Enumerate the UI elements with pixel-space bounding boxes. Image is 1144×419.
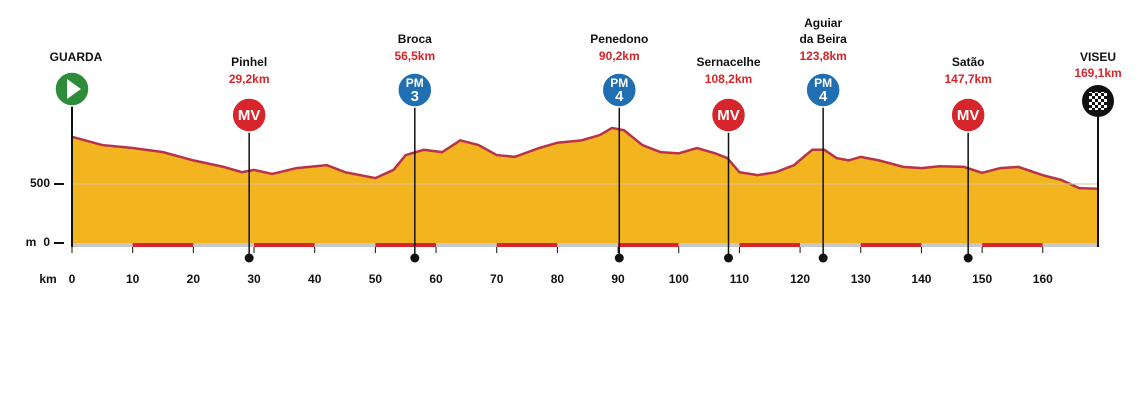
baseline-stripe (193, 243, 255, 247)
baseline-stripe (860, 243, 922, 247)
marker-badge (231, 97, 267, 133)
baseline-stripe (72, 243, 133, 247)
baseline-stripe (618, 243, 679, 247)
y-tick-label: 500 (30, 176, 50, 190)
badge-category: 3 (411, 88, 419, 105)
marker-km: 90,2km (599, 49, 640, 63)
x-tick-label: 160 (1033, 272, 1053, 286)
finish-name: VISEU (1080, 50, 1116, 64)
start-name: GUARDA (50, 50, 103, 64)
marker-dot (963, 253, 973, 263)
baseline-stripe (132, 243, 194, 247)
marker-dot (614, 253, 624, 263)
elevation-line (71, 126, 1099, 190)
y-tick-label: 0 (43, 235, 50, 249)
badge-label: PM (814, 76, 832, 90)
x-tick-label: 90 (611, 272, 625, 286)
baseline-stripe (314, 243, 376, 247)
marker-name: Penedono (590, 32, 648, 46)
marker-name: Sernacelhe (696, 55, 760, 69)
x-tick-label: 50 (369, 272, 383, 286)
badge-label: MV (238, 107, 261, 124)
x-tick-label: 20 (187, 272, 201, 286)
x-tick-label: 60 (429, 272, 443, 286)
marker-name: Aguiar (804, 16, 842, 30)
x-tick-label: 40 (308, 272, 322, 286)
baseline-stripe (800, 243, 861, 247)
badge-label: MV (957, 107, 980, 124)
baseline-stripe (1042, 243, 1098, 247)
marker-badge (710, 97, 747, 133)
marker-dot (723, 253, 733, 263)
elevation-area (72, 127, 1098, 243)
x-tick-label: 130 (851, 272, 871, 286)
badge-label: PM (406, 76, 424, 90)
badge-category: 4 (819, 88, 828, 105)
baseline-stripe (436, 243, 497, 247)
marker-dot (244, 253, 254, 263)
finish-km: 169,1km (1074, 66, 1121, 80)
x-tick-label: 110 (730, 272, 750, 286)
marker-badge (397, 72, 433, 108)
x-tick-label: 10 (126, 272, 140, 286)
marker-km: 108,2km (705, 72, 752, 86)
marker-km: 29,2km (229, 72, 270, 86)
marker-name: Pinhel (231, 55, 267, 69)
x-tick-label: 140 (911, 272, 931, 286)
baseline-stripe (254, 243, 315, 247)
marker-km: 123,8km (799, 49, 846, 63)
baseline-stripe (557, 243, 619, 247)
y-axis-label: m (26, 235, 37, 249)
badge-category: 4 (615, 88, 624, 105)
marker-dot (410, 253, 420, 263)
baseline-stripe (678, 243, 740, 247)
x-tick-label: 100 (669, 272, 689, 286)
badge-label: PM (610, 76, 628, 90)
marker-km: 147,7km (944, 72, 991, 86)
marker-name: Satão (952, 55, 985, 69)
marker-badge (805, 72, 841, 108)
x-axis-label: km (39, 272, 56, 286)
baseline-stripe (921, 243, 983, 247)
baseline-stripe (496, 243, 558, 247)
x-tick-label: 0 (69, 272, 76, 286)
x-tick-label: 150 (972, 272, 992, 286)
baseline-stripe (375, 243, 437, 247)
badge-label: MV (717, 107, 740, 124)
start-arrow (67, 79, 81, 99)
finish-flag (1089, 92, 1107, 110)
marker-km: 56,5km (394, 49, 435, 63)
marker-dot (818, 253, 828, 263)
x-tick-label: 30 (247, 272, 261, 286)
x-tick-label: 80 (551, 272, 565, 286)
baseline-stripe (739, 243, 801, 247)
marker-badge (601, 72, 638, 108)
x-tick-label: 120 (790, 272, 810, 286)
x-tick-label: 70 (490, 272, 504, 286)
marker-name: da Beira (799, 32, 847, 46)
baseline-stripe (982, 243, 1043, 247)
marker-badge (950, 97, 986, 133)
marker-name: Broca (398, 32, 432, 46)
